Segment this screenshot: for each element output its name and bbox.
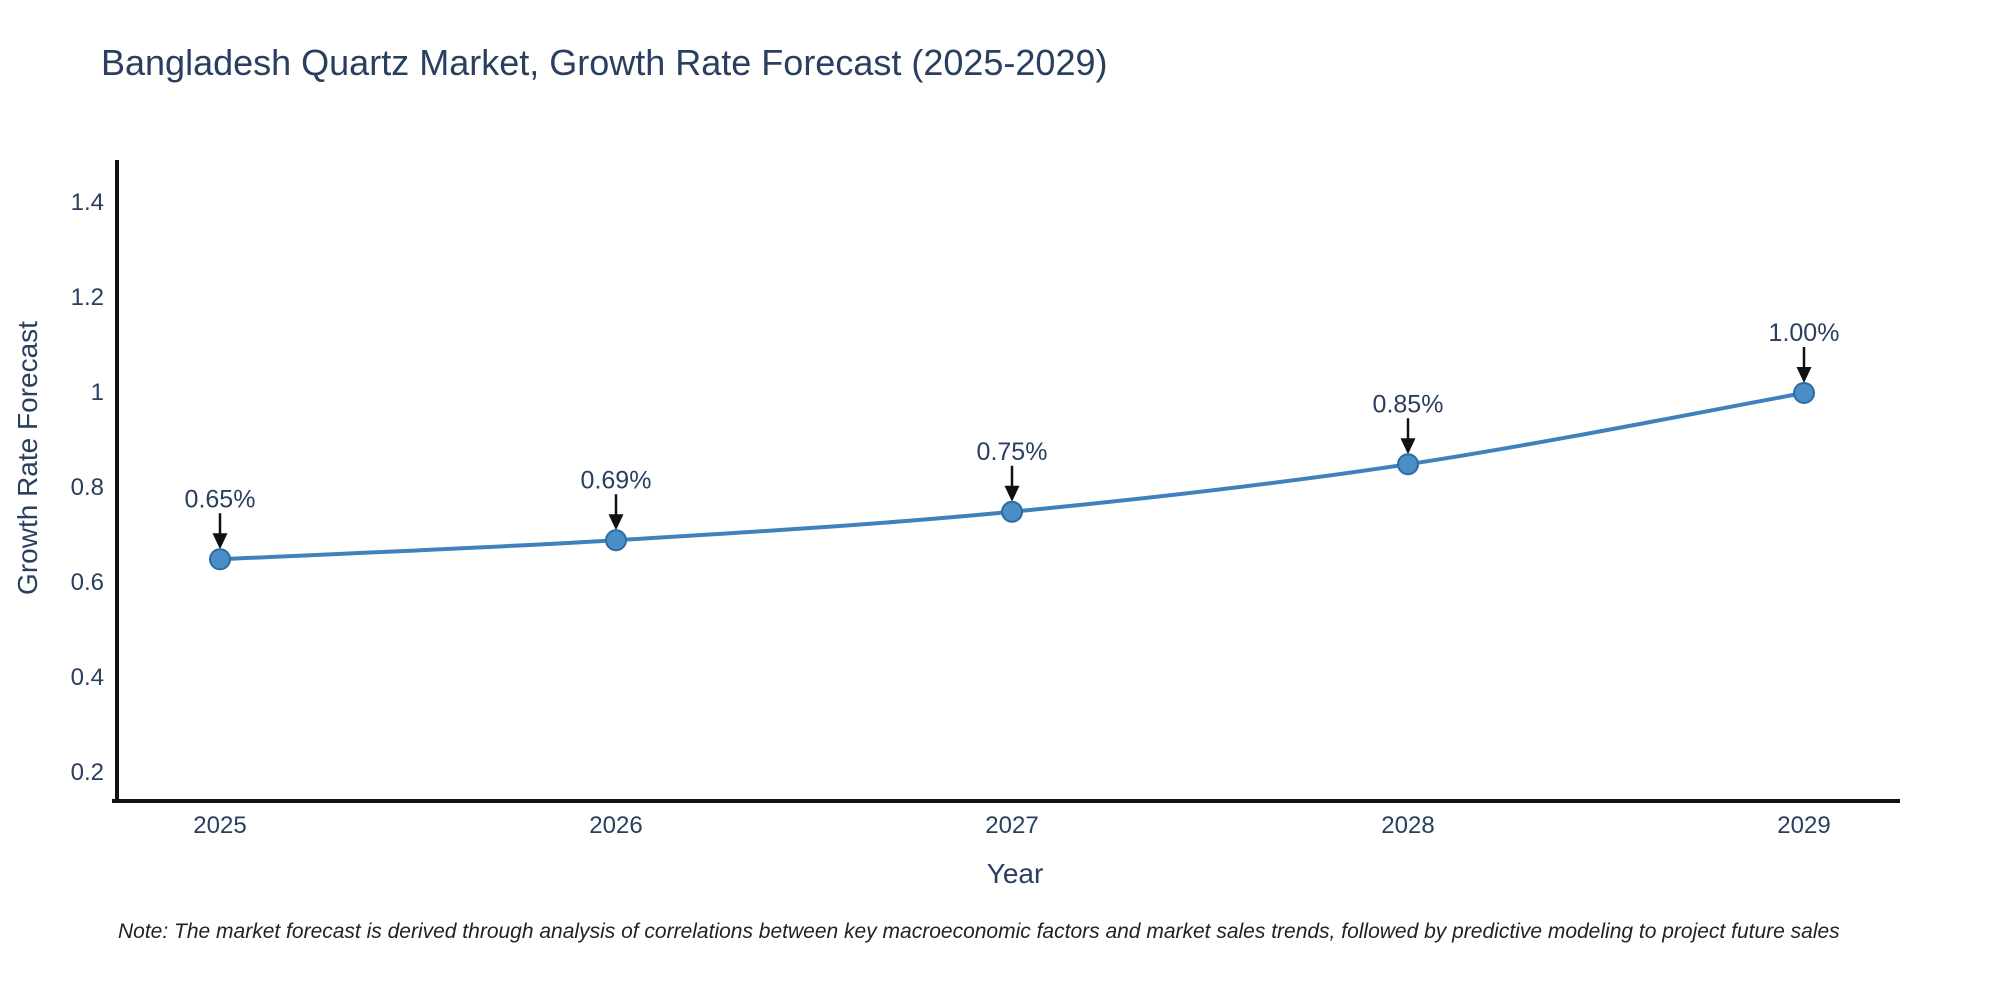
x-axis-title: Year: [986, 858, 1044, 889]
data-point-marker: [1793, 382, 1815, 404]
y-tick-label: 0.4: [70, 664, 104, 691]
y-tick-label: 1.4: [70, 189, 104, 216]
data-point-marker: [209, 548, 231, 571]
data-point-label: 0.69%: [581, 466, 652, 494]
x-tick-label: 2028: [1381, 812, 1435, 839]
annotation-arrowhead: [212, 533, 228, 550]
y-axis-line: [115, 160, 119, 803]
data-point-label: 1.00%: [1769, 319, 1840, 347]
x-tick-label: 2025: [193, 812, 247, 839]
data-point-label: 0.85%: [1373, 390, 1444, 418]
footnote: Note: The market forecast is derived thr…: [118, 920, 1840, 943]
y-tick-label: 0.8: [70, 474, 104, 501]
data-point-marker: [1001, 500, 1023, 523]
y-tick-label: 0.2: [70, 759, 104, 786]
data-point-label: 0.75%: [977, 438, 1048, 466]
x-tick-label: 2026: [589, 812, 643, 839]
annotation-arrowhead: [1796, 367, 1812, 383]
chart-title: Bangladesh Quartz Market, Growth Rate Fo…: [101, 42, 1108, 83]
x-tick-label: 2027: [985, 812, 1039, 839]
y-tick-label: 0.6: [70, 569, 104, 596]
x-axis-line: [112, 799, 1900, 803]
y-tick-label: 1.2: [70, 284, 104, 311]
annotation-arrowhead: [1004, 485, 1020, 502]
data-point-marker: [605, 529, 627, 552]
annotation-arrowhead: [1400, 438, 1416, 455]
data-point-marker: [1397, 453, 1419, 476]
data-point-label: 0.65%: [185, 485, 256, 513]
y-tick-label: 1: [90, 379, 104, 406]
annotation-arrowhead: [608, 514, 624, 531]
x-tick-label: 2029: [1777, 812, 1831, 839]
